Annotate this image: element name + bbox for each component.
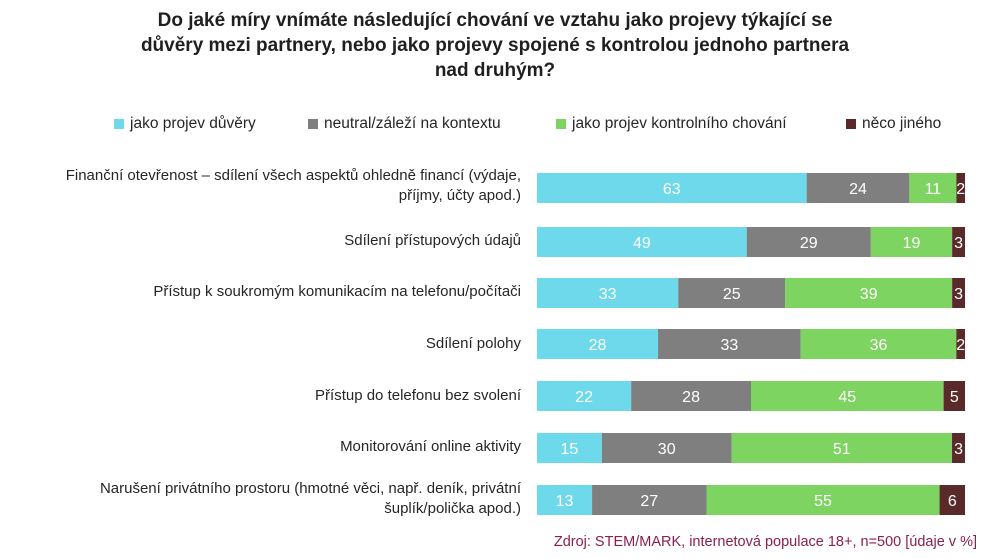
- legend-label-neutral: neutral/záleží na kontextu: [324, 115, 501, 132]
- bar-value-label: 5: [950, 389, 959, 406]
- legend-swatch-neutral: [308, 119, 318, 129]
- bar-segment-trust: [537, 227, 747, 257]
- bar-segment-other: [956, 329, 965, 359]
- bar-segment-trust: [537, 173, 807, 203]
- bar-segment-control: [870, 227, 953, 257]
- legend-label-control: jako projev kontrolního chování: [572, 115, 787, 132]
- bar-segment-control: [909, 173, 957, 203]
- bar-value-label: 6: [948, 493, 957, 510]
- bar-value-label: 3: [954, 441, 963, 458]
- chart-legend: jako projev důvěry neutral/záleží na kon…: [0, 115, 989, 139]
- bar-value-label: 45: [838, 389, 856, 406]
- bar-value-label: 51: [833, 441, 851, 458]
- bar-segment-neutral: [806, 173, 910, 203]
- category-label: Sdílení polohy: [425, 335, 521, 352]
- bar-value-label: 49: [633, 235, 651, 252]
- legend-item-other: něco jiného: [846, 115, 941, 133]
- category-label: Sdílení přístupových údajů: [344, 232, 521, 249]
- category-label: Monitorování online aktivity: [340, 438, 521, 455]
- bar-value-label: 2: [956, 337, 965, 354]
- bar-value-label: 27: [640, 493, 658, 510]
- bar-segment-control: [800, 329, 957, 359]
- bar-segment-control: [706, 485, 940, 515]
- bar-value-label: 22: [575, 389, 593, 406]
- bar-value-label: 3: [954, 235, 963, 252]
- bar-value-label: 30: [658, 441, 676, 458]
- bar-segment-other: [952, 278, 965, 308]
- bar-segment-neutral: [592, 485, 707, 515]
- bar-segment-control: [785, 278, 953, 308]
- legend-item-trust: jako projev důvěry: [114, 115, 256, 133]
- bar-value-label: 28: [682, 389, 700, 406]
- bar-segment-trust: [537, 485, 593, 515]
- bar-value-label: 19: [903, 235, 921, 252]
- category-label: Přístup k soukromým komunikacím na telef…: [153, 283, 521, 300]
- bar-segment-neutral: [631, 381, 751, 411]
- chart-title-line-1: Do jaké míry vnímáte následující chování…: [157, 10, 833, 31]
- bar-segment-trust: [537, 433, 602, 463]
- bar-segment-control: [731, 433, 953, 463]
- bar-segment-other: [939, 485, 965, 515]
- category-label: Finanční otevřenost – sdílení všech aspe…: [65, 167, 521, 204]
- bar-value-label: 28: [589, 337, 607, 354]
- bar-segment-trust: [537, 381, 632, 411]
- bar-value-label: 24: [849, 181, 867, 198]
- bar-value-label: 39: [860, 286, 878, 303]
- bar-segment-other: [956, 173, 965, 203]
- bar-value-label: 15: [561, 441, 579, 458]
- legend-label-other: něco jiného: [862, 115, 942, 132]
- chart-title-line-3: nad druhým?: [434, 60, 556, 81]
- legend-swatch-other: [846, 119, 856, 129]
- bar-segment-other: [952, 227, 965, 257]
- bar-value-label: 55: [814, 493, 832, 510]
- category-label: Přístup do telefonu bez svolení: [315, 387, 521, 404]
- bar-segment-trust: [537, 278, 679, 308]
- bar-value-label: 11: [925, 181, 942, 198]
- bar-value-label: 36: [870, 337, 888, 354]
- legend-item-control: jako projev kontrolního chování: [556, 115, 787, 133]
- source-note: Zdroj: STEM/MARK, internetová populace 1…: [553, 534, 977, 550]
- legend-swatch-control: [556, 119, 566, 129]
- category-label: Narušení privátního prostoru (hmotné věc…: [99, 480, 521, 517]
- legend-label-trust: jako projev důvěry: [130, 115, 256, 132]
- bar-value-label: 33: [720, 337, 738, 354]
- legend-swatch-trust: [114, 119, 124, 129]
- bar-segment-neutral: [678, 278, 786, 308]
- bar-value-label: 33: [599, 286, 617, 303]
- bar-segment-other: [943, 381, 965, 411]
- bar-segment-trust: [537, 329, 659, 359]
- bar-segment-neutral: [601, 433, 732, 463]
- bar-value-label: 13: [556, 493, 574, 510]
- bar-value-label: 25: [723, 286, 741, 303]
- bar-value-label: 2: [956, 181, 965, 198]
- bar-value-label: 29: [800, 235, 818, 252]
- chart-title-line-2: důvěry mezi partnery, nebo jako projevy …: [140, 35, 850, 56]
- bar-segment-neutral: [658, 329, 801, 359]
- bar-value-label: 3: [954, 286, 963, 303]
- bar-segment-control: [751, 381, 944, 411]
- legend-item-neutral: neutral/záleží na kontextu: [308, 115, 501, 133]
- chart-title: Do jaké míry vnímáte následující chování…: [90, 8, 900, 83]
- bar-value-label: 63: [663, 181, 681, 198]
- bar-segment-other: [952, 433, 965, 463]
- bar-segment-neutral: [746, 227, 871, 257]
